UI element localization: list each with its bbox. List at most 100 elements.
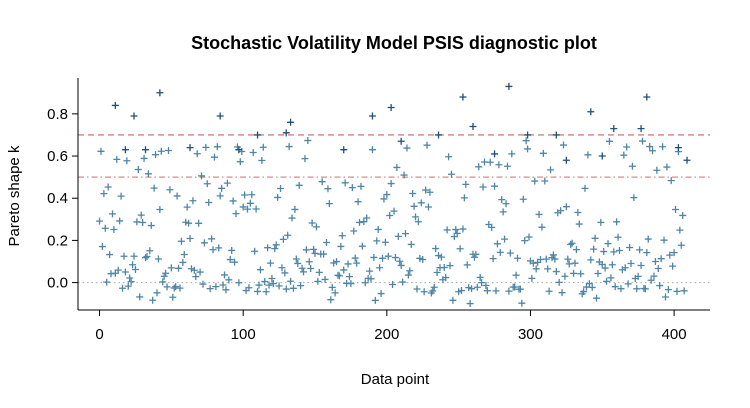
data-point bbox=[232, 210, 240, 218]
data-point bbox=[673, 287, 681, 295]
data-point bbox=[661, 293, 669, 301]
data-point bbox=[136, 293, 144, 301]
data-point-high-k bbox=[282, 129, 290, 137]
data-point bbox=[218, 184, 226, 192]
data-point bbox=[449, 296, 457, 304]
data-point bbox=[368, 146, 376, 154]
data-point bbox=[114, 266, 122, 274]
data-point bbox=[271, 245, 279, 253]
data-point bbox=[505, 287, 513, 295]
data-point bbox=[256, 266, 264, 274]
data-point bbox=[176, 284, 184, 292]
data-point bbox=[291, 205, 299, 213]
x-axis-label: Data point bbox=[361, 371, 430, 388]
data-point bbox=[552, 268, 560, 276]
data-point bbox=[96, 217, 104, 225]
data-point bbox=[301, 155, 309, 163]
data-point bbox=[413, 285, 421, 293]
data-point bbox=[353, 259, 361, 267]
data-point bbox=[153, 289, 161, 297]
data-point bbox=[511, 283, 519, 291]
data-point bbox=[190, 266, 198, 274]
data-point bbox=[420, 288, 428, 296]
data-point bbox=[417, 199, 425, 207]
data-point bbox=[483, 287, 491, 295]
data-point bbox=[202, 143, 210, 151]
data-point bbox=[466, 300, 474, 308]
data-point bbox=[473, 283, 481, 291]
data-point bbox=[547, 166, 555, 174]
data-point bbox=[300, 268, 308, 276]
data-point bbox=[531, 177, 539, 185]
data-point bbox=[594, 270, 602, 278]
data-point bbox=[532, 265, 540, 273]
data-point bbox=[192, 273, 200, 281]
data-point bbox=[463, 261, 471, 269]
data-point bbox=[127, 278, 135, 286]
data-point bbox=[575, 220, 583, 228]
data-point bbox=[598, 260, 606, 268]
data-point bbox=[495, 161, 503, 169]
data-point bbox=[657, 255, 665, 263]
data-point bbox=[669, 262, 677, 270]
data-point bbox=[488, 223, 496, 231]
data-point-high-k bbox=[435, 131, 443, 139]
data-point bbox=[593, 294, 601, 302]
data-point-high-k bbox=[186, 144, 194, 152]
data-point bbox=[363, 214, 371, 222]
data-point bbox=[325, 200, 333, 208]
data-point bbox=[624, 280, 632, 288]
data-point bbox=[120, 252, 128, 260]
data-point bbox=[193, 150, 201, 158]
data-point bbox=[206, 285, 214, 293]
data-point bbox=[366, 267, 374, 275]
data-point bbox=[264, 244, 272, 252]
data-point bbox=[269, 280, 277, 288]
data-point bbox=[196, 268, 204, 276]
data-point bbox=[328, 283, 336, 291]
data-point bbox=[294, 259, 302, 267]
data-point bbox=[616, 246, 624, 254]
data-point bbox=[561, 272, 569, 280]
data-point bbox=[486, 158, 494, 166]
data-point bbox=[664, 286, 672, 294]
data-point bbox=[119, 284, 127, 292]
data-point bbox=[545, 287, 553, 295]
data-point bbox=[143, 253, 151, 261]
data-point bbox=[443, 226, 451, 234]
data-point bbox=[360, 218, 368, 226]
data-point bbox=[503, 162, 511, 170]
data-point-high-k bbox=[505, 82, 513, 90]
data-point bbox=[476, 273, 484, 281]
data-point bbox=[241, 191, 249, 199]
data-point bbox=[447, 170, 455, 178]
data-point-high-k bbox=[156, 89, 164, 97]
data-point bbox=[663, 163, 671, 171]
data-point bbox=[680, 287, 688, 295]
data-point bbox=[341, 179, 349, 187]
data-point-high-k bbox=[397, 137, 405, 145]
data-point bbox=[456, 245, 464, 253]
data-point bbox=[281, 269, 289, 277]
data-point bbox=[150, 184, 158, 192]
data-point bbox=[307, 264, 315, 272]
data-point bbox=[384, 252, 392, 260]
data-point bbox=[157, 147, 165, 155]
data-point bbox=[424, 203, 432, 211]
data-point bbox=[430, 283, 438, 291]
data-point bbox=[216, 192, 224, 200]
data-point bbox=[265, 281, 273, 289]
data-point bbox=[195, 219, 203, 227]
data-point bbox=[116, 217, 124, 225]
data-point-high-k bbox=[587, 108, 595, 116]
data-point bbox=[528, 274, 536, 282]
data-point bbox=[412, 213, 420, 221]
data-point bbox=[262, 288, 270, 296]
data-point bbox=[146, 247, 154, 255]
data-point bbox=[429, 287, 437, 295]
chart-title: Stochastic Volatility Model PSIS diagnos… bbox=[191, 33, 597, 53]
data-point bbox=[605, 137, 613, 145]
data-point bbox=[590, 245, 598, 253]
data-point bbox=[570, 269, 578, 277]
data-point bbox=[459, 225, 467, 233]
